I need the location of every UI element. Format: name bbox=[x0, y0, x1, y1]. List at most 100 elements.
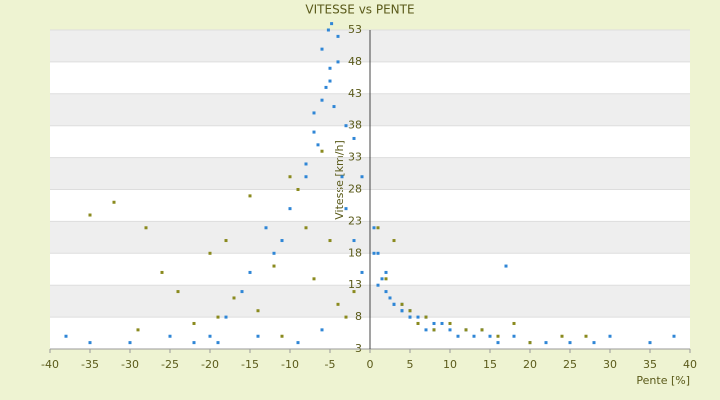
point bbox=[88, 341, 92, 345]
point bbox=[568, 341, 572, 345]
point bbox=[424, 315, 428, 319]
x-axis-label: Pente [%] bbox=[636, 374, 690, 387]
point bbox=[352, 136, 356, 140]
point bbox=[88, 213, 92, 217]
point bbox=[296, 341, 300, 345]
x-tick-label: -5 bbox=[325, 358, 336, 371]
x-tick-label: -35 bbox=[81, 358, 99, 371]
point bbox=[280, 239, 284, 243]
chart-title: VITESSE vs PENTE bbox=[305, 3, 414, 17]
point bbox=[480, 328, 484, 332]
point bbox=[112, 200, 116, 204]
point bbox=[288, 175, 292, 179]
x-tick-label: 30 bbox=[603, 358, 617, 371]
point bbox=[376, 251, 380, 255]
point bbox=[272, 264, 276, 268]
point bbox=[240, 290, 244, 294]
y-tick-label: 38 bbox=[348, 119, 362, 132]
point bbox=[440, 321, 444, 325]
point bbox=[472, 334, 476, 338]
point bbox=[360, 175, 364, 179]
point bbox=[304, 162, 308, 166]
y-tick-label: 13 bbox=[348, 278, 362, 291]
x-tick-label: 15 bbox=[483, 358, 497, 371]
point bbox=[408, 315, 412, 319]
point bbox=[176, 290, 180, 294]
point bbox=[248, 270, 252, 274]
point bbox=[128, 341, 132, 345]
x-tick-label: 0 bbox=[367, 358, 374, 371]
point bbox=[360, 270, 364, 274]
x-tick-label: 35 bbox=[643, 358, 657, 371]
point bbox=[336, 302, 340, 306]
y-axis-label: Vitesse [km/h] bbox=[333, 140, 346, 220]
point bbox=[496, 341, 500, 345]
point bbox=[400, 309, 404, 313]
y-tick-label: 48 bbox=[348, 55, 362, 68]
point bbox=[340, 175, 344, 179]
point bbox=[304, 175, 308, 179]
point bbox=[464, 328, 468, 332]
point bbox=[448, 321, 452, 325]
point bbox=[320, 149, 324, 153]
x-tick-label: 25 bbox=[563, 358, 577, 371]
point bbox=[256, 334, 260, 338]
y-tick-label: 33 bbox=[348, 151, 362, 164]
point bbox=[432, 328, 436, 332]
y-tick-label: 8 bbox=[355, 310, 362, 323]
point bbox=[408, 309, 412, 313]
point bbox=[330, 22, 334, 26]
point bbox=[380, 277, 384, 281]
point bbox=[208, 334, 212, 338]
point bbox=[216, 341, 220, 345]
point bbox=[224, 315, 228, 319]
point bbox=[352, 290, 356, 294]
point bbox=[332, 105, 336, 109]
point bbox=[384, 290, 388, 294]
point bbox=[400, 302, 404, 306]
point bbox=[304, 226, 308, 230]
point bbox=[344, 124, 348, 128]
point bbox=[608, 334, 612, 338]
point bbox=[372, 226, 376, 230]
point bbox=[376, 226, 380, 230]
y-tick-label: 28 bbox=[348, 183, 362, 196]
point bbox=[328, 66, 332, 70]
point bbox=[324, 85, 328, 89]
point bbox=[512, 321, 516, 325]
point bbox=[320, 328, 324, 332]
point bbox=[328, 79, 332, 83]
x-tick-label: -25 bbox=[161, 358, 179, 371]
point bbox=[64, 334, 68, 338]
point bbox=[272, 251, 276, 255]
point bbox=[352, 239, 356, 243]
x-tick-label: -40 bbox=[41, 358, 59, 371]
point bbox=[504, 264, 508, 268]
point bbox=[384, 277, 388, 281]
point bbox=[544, 341, 548, 345]
point bbox=[424, 328, 428, 332]
point bbox=[326, 28, 330, 32]
point bbox=[488, 334, 492, 338]
point bbox=[232, 296, 236, 300]
point bbox=[248, 194, 252, 198]
point bbox=[376, 283, 380, 287]
point bbox=[264, 226, 268, 230]
point bbox=[496, 334, 500, 338]
point bbox=[312, 111, 316, 115]
point bbox=[336, 34, 340, 38]
point bbox=[168, 334, 172, 338]
point bbox=[316, 143, 320, 147]
point bbox=[392, 302, 396, 306]
point bbox=[160, 270, 164, 274]
point bbox=[216, 315, 220, 319]
point bbox=[312, 130, 316, 134]
y-tick-label: 43 bbox=[348, 87, 362, 100]
x-tick-label: -20 bbox=[201, 358, 219, 371]
point bbox=[336, 60, 340, 64]
point bbox=[344, 207, 348, 211]
point bbox=[592, 341, 596, 345]
point bbox=[388, 296, 392, 300]
point bbox=[416, 321, 420, 325]
point bbox=[384, 270, 388, 274]
